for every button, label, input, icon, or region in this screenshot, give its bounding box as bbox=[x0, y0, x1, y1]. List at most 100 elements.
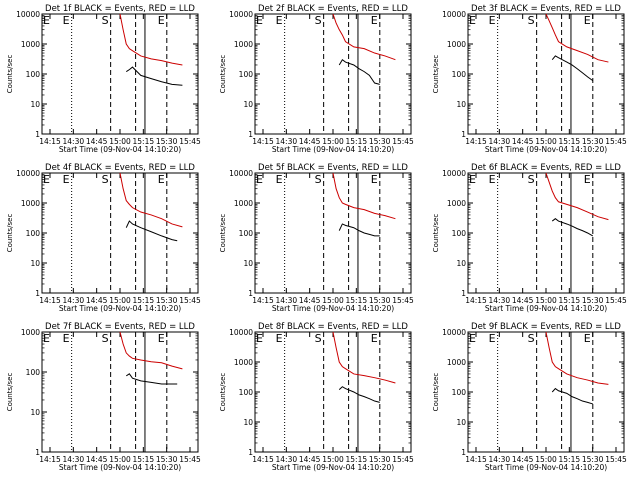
x-tick-label: 15:30 bbox=[582, 137, 604, 146]
time-marker-label: E bbox=[489, 14, 496, 27]
x-tick-label: 15:15 bbox=[346, 296, 368, 305]
time-marker-label: E bbox=[276, 173, 283, 186]
y-tick-label: 1 bbox=[461, 130, 466, 139]
time-marker-label: E bbox=[584, 332, 591, 345]
time-marker-label: S bbox=[528, 14, 535, 27]
x-tick-label: 14:30 bbox=[63, 296, 85, 305]
series-lld bbox=[119, 331, 183, 370]
x-tick-label: 15:15 bbox=[559, 296, 581, 305]
x-tick-label: 14:15 bbox=[39, 137, 61, 146]
x-tick-label: 14:45 bbox=[512, 455, 534, 464]
plot-frame bbox=[254, 172, 412, 294]
y-tick-label: 1000 bbox=[234, 358, 253, 367]
time-marker-label: E bbox=[256, 332, 263, 345]
time-marker-label: E bbox=[63, 332, 70, 345]
plot-frame bbox=[41, 172, 199, 294]
time-marker-label: S bbox=[315, 332, 322, 345]
x-tick-label: 14:45 bbox=[86, 455, 108, 464]
y-axis-label: Counts/sec bbox=[219, 214, 227, 253]
x-tick-label: 15:15 bbox=[346, 455, 368, 464]
y-tick-label: 1 bbox=[35, 289, 40, 298]
time-marker-label: E bbox=[256, 173, 263, 186]
chart-title: Det 4f BLACK = Events, RED = LLD bbox=[45, 163, 195, 173]
time-marker-label: S bbox=[102, 332, 109, 345]
panel-det-3: Det 3f BLACK = Events, RED = LLD Counts/s… bbox=[432, 4, 627, 154]
time-marker-label: E bbox=[371, 332, 378, 345]
plot-frame bbox=[467, 172, 625, 294]
y-axis-label: Counts/sec bbox=[432, 373, 440, 412]
panel-det-2: Det 2f BLACK = Events, RED = LLD Counts/s… bbox=[219, 4, 414, 154]
x-tick-label: 15:30 bbox=[156, 455, 178, 464]
time-marker-label: E bbox=[584, 14, 591, 27]
chart-title: Det 5f BLACK = Events, RED = LLD bbox=[258, 163, 408, 173]
time-marker-label: E bbox=[469, 332, 476, 345]
plot-frame bbox=[467, 331, 625, 453]
x-tick-label: 15:00 bbox=[535, 137, 557, 146]
y-tick-label: 100 bbox=[26, 368, 41, 377]
series-lld bbox=[332, 331, 396, 384]
x-tick-label: 15:15 bbox=[559, 137, 581, 146]
x-tick-label: 15:45 bbox=[392, 296, 414, 305]
y-tick-label: 1 bbox=[461, 448, 466, 457]
x-tick-label: 15:15 bbox=[133, 296, 155, 305]
y-tick-label: 1 bbox=[248, 448, 253, 457]
time-marker-label: E bbox=[276, 14, 283, 27]
x-axis-label: Start Time (09-Nov-04 14:10:20) bbox=[485, 463, 607, 472]
y-tick-label: 1 bbox=[248, 289, 253, 298]
y-tick-label: 100 bbox=[452, 70, 467, 79]
y-tick-label: 10 bbox=[243, 259, 253, 268]
y-tick-label: 10 bbox=[30, 100, 40, 109]
y-tick-label: 10 bbox=[30, 259, 40, 268]
plot-frame bbox=[41, 331, 199, 453]
x-tick-label: 14:45 bbox=[299, 137, 321, 146]
x-tick-label: 15:45 bbox=[392, 455, 414, 464]
chart-title: Det 6f BLACK = Events, RED = LLD bbox=[471, 163, 621, 173]
x-tick-label: 14:30 bbox=[276, 137, 298, 146]
y-tick-label: 10000 bbox=[229, 328, 253, 337]
x-axis-label: Start Time (09-Nov-04 14:10:20) bbox=[59, 304, 181, 313]
y-tick-label: 1000 bbox=[234, 40, 253, 49]
x-tick-label: 14:30 bbox=[489, 296, 511, 305]
chart-title: Det 3f BLACK = Events, RED = LLD bbox=[471, 4, 621, 14]
panel-det-9: Det 9f BLACK = Events, RED = LLD Counts/s… bbox=[432, 322, 627, 472]
x-axis-label: Start Time (09-Nov-04 14:10:20) bbox=[59, 463, 181, 472]
x-tick-label: 14:45 bbox=[299, 296, 321, 305]
time-marker-label: E bbox=[584, 173, 591, 186]
series-events bbox=[338, 223, 380, 237]
y-tick-label: 1000 bbox=[234, 199, 253, 208]
x-axis-label: Start Time (09-Nov-04 14:10:20) bbox=[59, 145, 181, 154]
x-tick-label: 15:30 bbox=[369, 455, 391, 464]
x-tick-label: 14:15 bbox=[465, 137, 487, 146]
time-marker-label: E bbox=[43, 173, 50, 186]
panel-det-8: Det 8f BLACK = Events, RED = LLD Counts/s… bbox=[219, 322, 414, 472]
series-events bbox=[338, 58, 380, 85]
x-tick-label: 15:00 bbox=[109, 455, 131, 464]
y-tick-label: 10 bbox=[456, 100, 466, 109]
y-tick-label: 100 bbox=[452, 229, 467, 238]
panel-det-1: Det 1f BLACK = Events, RED = LLD Counts/s… bbox=[6, 4, 201, 154]
y-tick-label: 100 bbox=[26, 229, 41, 238]
chart-title: Det 9f BLACK = Events, RED = LLD bbox=[471, 322, 621, 332]
x-tick-label: 14:15 bbox=[252, 455, 274, 464]
time-marker-label: E bbox=[489, 332, 496, 345]
y-tick-label: 100 bbox=[239, 229, 254, 238]
x-tick-label: 15:45 bbox=[392, 137, 414, 146]
x-tick-label: 14:45 bbox=[86, 137, 108, 146]
x-tick-label: 15:00 bbox=[535, 296, 557, 305]
y-tick-label: 10 bbox=[243, 418, 253, 427]
y-tick-label: 100 bbox=[239, 388, 254, 397]
time-marker-label: S bbox=[528, 332, 535, 345]
y-axis-label: Counts/sec bbox=[432, 55, 440, 94]
y-tick-label: 100 bbox=[452, 388, 467, 397]
time-marker-label: S bbox=[528, 173, 535, 186]
y-tick-label: 10000 bbox=[442, 328, 466, 337]
y-tick-label: 1 bbox=[35, 448, 40, 457]
chart-title: Det 2f BLACK = Events, RED = LLD bbox=[258, 4, 408, 14]
time-marker-label: S bbox=[102, 173, 109, 186]
x-axis-label: Start Time (09-Nov-04 14:10:20) bbox=[485, 145, 607, 154]
x-tick-label: 14:30 bbox=[63, 137, 85, 146]
panel-det-6: Det 6f BLACK = Events, RED = LLD Counts/s… bbox=[432, 163, 627, 313]
series-events bbox=[551, 387, 593, 405]
chart-title: Det 7f BLACK = Events, RED = LLD bbox=[45, 322, 195, 332]
y-tick-label: 10 bbox=[456, 418, 466, 427]
